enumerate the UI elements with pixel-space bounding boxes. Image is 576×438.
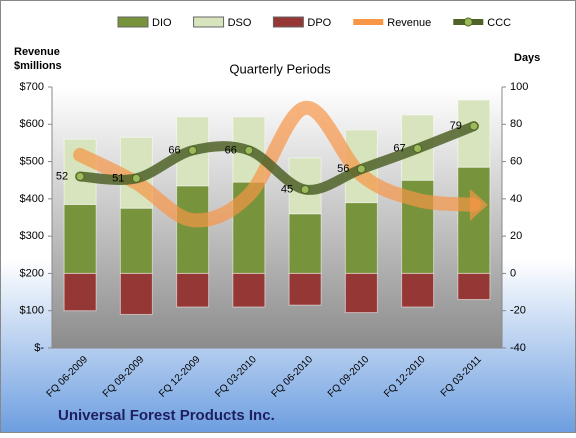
legend-label: DSO [228,17,252,29]
y2-tick-label: -40 [510,342,526,354]
bar [119,272,153,315]
data-label: 52 [56,170,68,182]
legend-key [463,17,473,27]
point [131,173,141,183]
bar [457,272,491,301]
y2-axis-label: Days [514,52,540,64]
y2-tick-label: 20 [510,230,522,242]
point [188,145,198,155]
bar [344,272,378,314]
y-tick-label: $400 [20,193,44,205]
y-tick-label: $- [34,342,44,354]
bar [457,166,491,274]
bar [401,272,435,308]
data-label: 66 [225,144,237,156]
bar [288,213,322,274]
bar [176,185,210,274]
y2-tick-label: 80 [510,118,522,130]
y-tick-label: $300 [20,230,44,242]
data-label: 79 [450,120,462,132]
data-label: 66 [168,144,180,156]
point [300,185,310,195]
y2-tick-label: 60 [510,155,522,167]
footer: Universal Forest Products Inc. [58,407,275,424]
y2-tick-label: -20 [510,305,526,317]
legend-key [117,16,149,28]
y-tick-label: $500 [20,155,44,167]
line [75,121,479,195]
legend-label: DIO [152,17,172,29]
bar [63,203,97,274]
chart-title: Quarterly Periods [229,61,331,76]
y2-tick-label: 40 [510,193,522,205]
legend-key [272,16,304,28]
y2-tick-label: 100 [510,81,528,93]
legend-label: Revenue [387,17,431,29]
y-tick-label: $100 [20,305,44,317]
y-tick-label: $600 [20,118,44,130]
bar [119,207,153,274]
line [73,100,481,228]
line-arrowhead [469,188,488,221]
bar [63,272,97,312]
point [244,145,254,155]
point [356,164,366,174]
point [75,171,85,181]
data-label: 67 [393,142,405,154]
legend-label: CCC [487,17,511,29]
y-tick-label: $700 [20,81,44,93]
bar [288,272,322,306]
y-tick-label: $200 [20,267,44,279]
y2-tick-label: 0 [510,267,516,279]
data-label: 45 [281,183,293,195]
legend-label: DPO [307,17,331,29]
bar [232,272,266,308]
bar [176,272,210,308]
data-label: 56 [337,163,349,175]
data-label: 51 [112,172,124,184]
point [469,121,479,131]
y-axis-label: $millions [14,60,62,72]
bar [344,202,378,274]
legend-key [193,16,225,28]
point [413,144,423,154]
plot-area [52,87,502,348]
y-axis-label: Revenue [14,46,60,58]
